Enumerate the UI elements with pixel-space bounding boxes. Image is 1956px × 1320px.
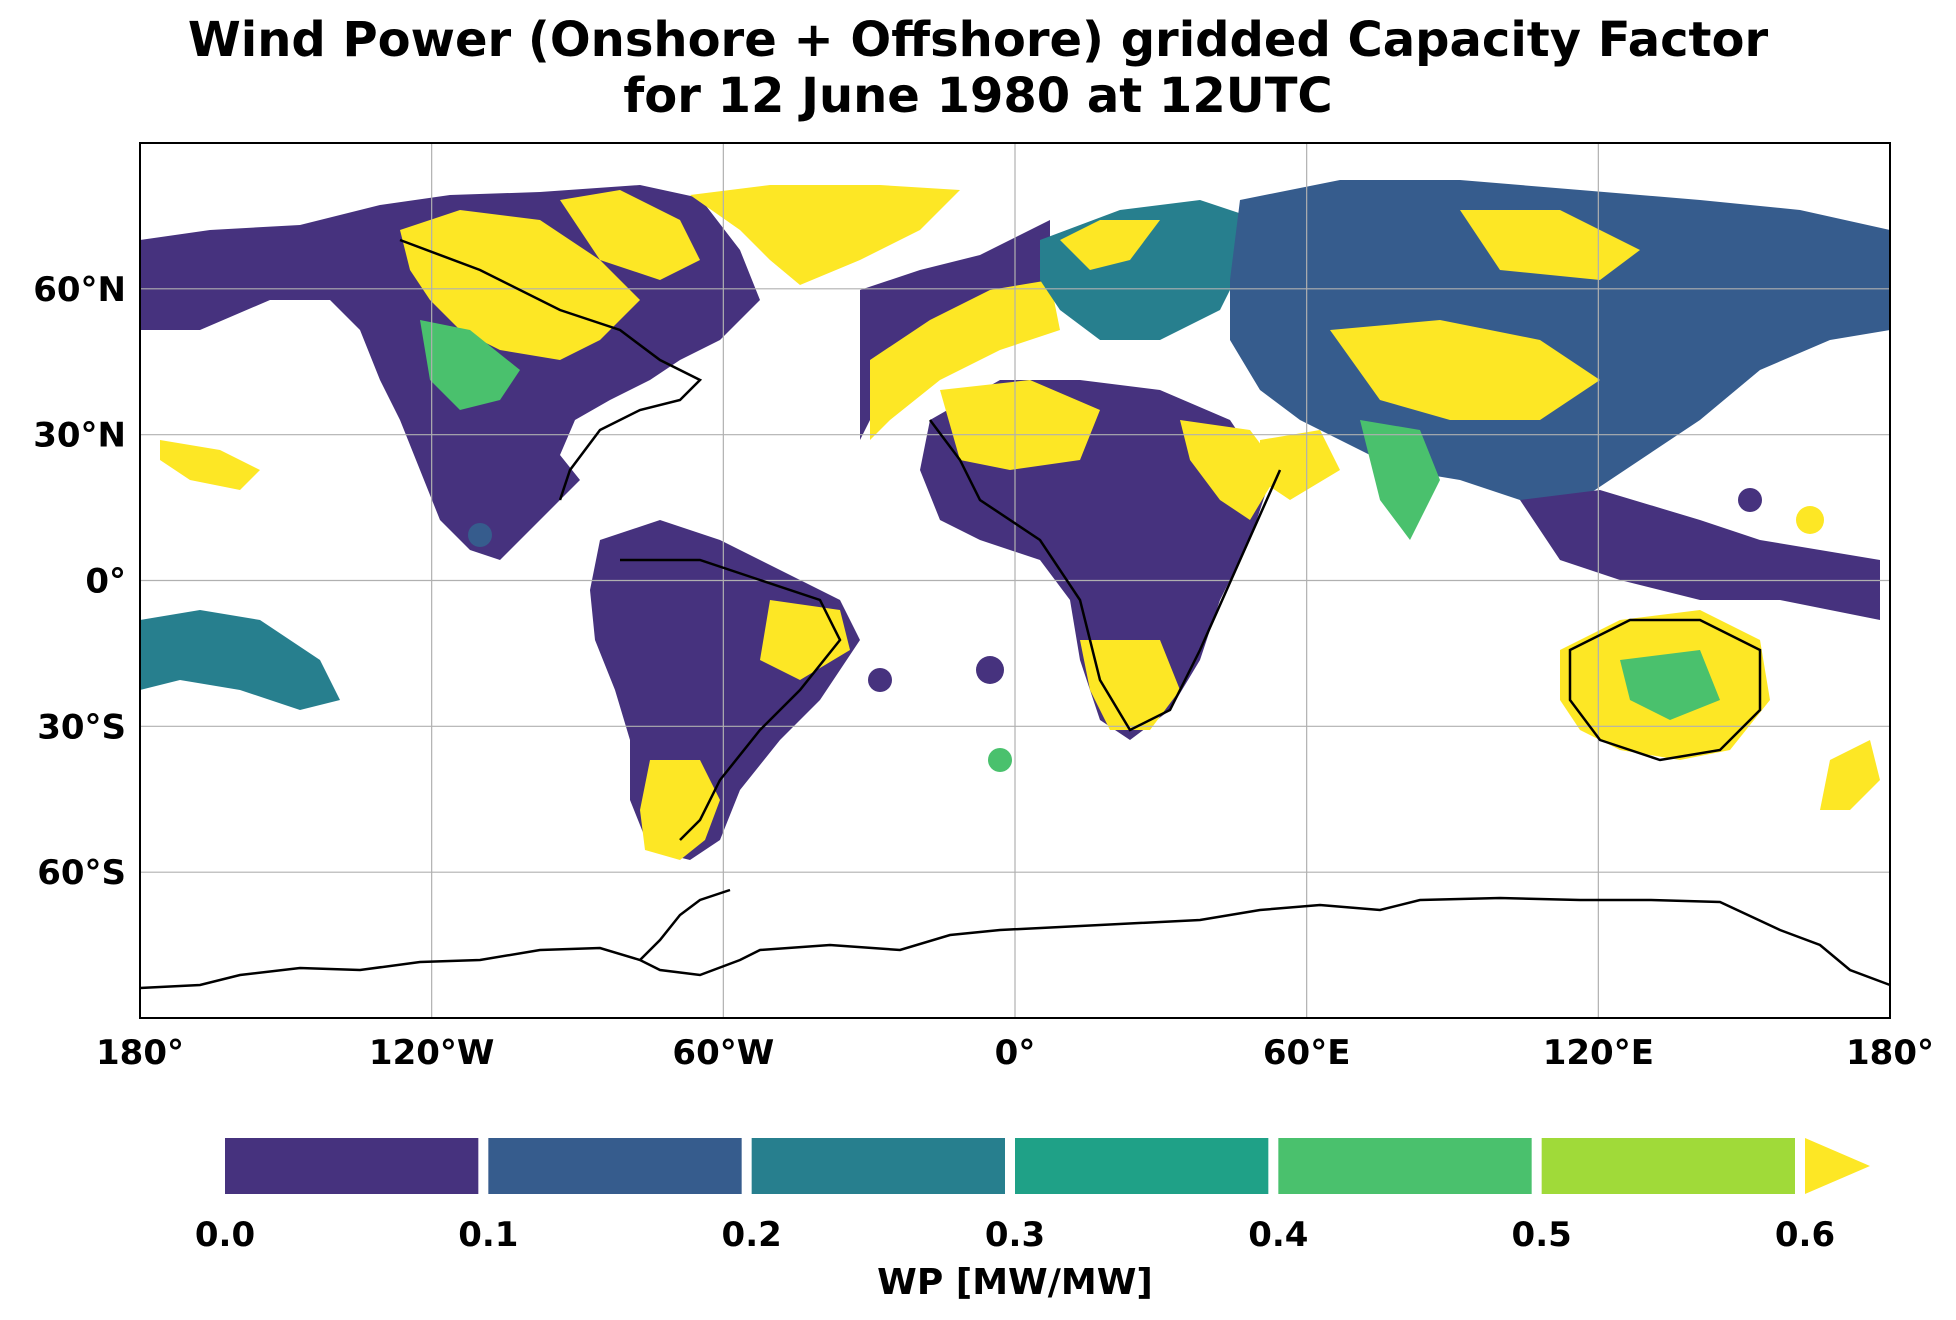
land-africa: [920, 380, 1270, 740]
lat-tick-label: 30°N: [33, 416, 126, 456]
map-frame: [139, 142, 1891, 1019]
colorbar: [225, 1138, 1870, 1194]
colorbar-label: WP [MW/MW]: [877, 1262, 1153, 1303]
coast-south-america: [620, 558, 842, 841]
colorbar-tick-label: 0.2: [722, 1215, 782, 1255]
colorbar-segment: [1278, 1138, 1532, 1194]
chart-title-line-2: for 12 June 1980 at 12UTC: [623, 68, 1333, 124]
land-hudson-yellow: [560, 190, 700, 280]
island-2: [976, 656, 1004, 684]
island-5: [1738, 488, 1762, 512]
island-1: [468, 523, 492, 547]
land-brazil-yellow: [760, 600, 850, 680]
colorbar-segment: [1015, 1138, 1269, 1194]
lon-tick-label: 120°E: [1543, 1033, 1654, 1073]
land-sahara-yellow: [940, 380, 1100, 470]
land-horn-yellow: [1180, 420, 1280, 520]
coast-antarctica: [139, 896, 1891, 990]
land-scandinavia-yellow: [1060, 220, 1160, 270]
land-siberia-yellow: [1460, 210, 1640, 280]
maritime-asia: [1520, 490, 1880, 620]
indian-ocean-yellow: [1260, 430, 1340, 500]
latitude-tick-labels: 60°N 30°N 0° 30°S 60°S: [33, 270, 126, 893]
capacity-factor-field: [140, 180, 1890, 860]
land-asia: [1230, 180, 1890, 500]
coast-australia: [1568, 618, 1762, 762]
coast-africa: [929, 419, 1282, 732]
lon-tick-label: 180°: [96, 1033, 184, 1073]
land-india-green: [1360, 420, 1440, 540]
lat-tick-label: 60°N: [33, 270, 126, 310]
atlantic-yellow: [870, 280, 1060, 440]
coastlines: [139, 238, 1891, 990]
land-greenland: [690, 185, 960, 285]
coast-antarctic-peninsula: [639, 888, 731, 961]
colorbar-tick-label: 0.3: [985, 1215, 1045, 1255]
pacific-north-yellow: [160, 440, 260, 490]
lon-tick-label: 120°W: [369, 1033, 494, 1073]
colorbar-tick-label: 0.4: [1248, 1215, 1308, 1255]
colorbar-tick-label: 0.5: [1512, 1215, 1572, 1255]
land-north-america-green: [420, 320, 520, 410]
longitude-tick-labels: 180° 120°W 60°W 0° 60°E 120°E 180°: [96, 1033, 1934, 1073]
lat-tick-label: 30°S: [37, 707, 126, 747]
land-asia-yellow: [1330, 320, 1600, 420]
land-southern-africa-yellow: [1080, 640, 1180, 730]
lon-tick-label: 0°: [995, 1033, 1036, 1073]
colorbar-tick-label: 0.1: [458, 1215, 518, 1255]
island-6: [1796, 506, 1824, 534]
lat-tick-label: 0°: [85, 562, 126, 602]
land-new-zealand: [1820, 740, 1880, 810]
colorbar-segment: [751, 1138, 1005, 1194]
lat-tick-label: 60°S: [37, 853, 126, 893]
land-patagonia-yellow: [640, 760, 720, 860]
land-north-america-yellow: [400, 210, 640, 360]
lon-tick-label: 60°W: [672, 1033, 774, 1073]
colorbar-segment: [488, 1138, 742, 1194]
island-3: [988, 748, 1012, 772]
island-4: [868, 668, 892, 692]
lon-tick-label: 180°: [1846, 1033, 1934, 1073]
colorbar-extend-arrow: [1805, 1138, 1870, 1194]
chart-title-line-1: Wind Power (Onshore + Offshore) gridded …: [187, 12, 1769, 68]
colorbar-tick-label: 0.0: [195, 1215, 255, 1255]
pacific-south: [140, 610, 340, 710]
colorbar-segment: [1541, 1138, 1795, 1194]
land-australia-green: [1620, 650, 1720, 720]
colorbar-segment: [225, 1138, 479, 1194]
colorbar-tick-labels: 0.0 0.1 0.2 0.3 0.4 0.5 0.6: [195, 1215, 1835, 1255]
coast-north-america: [399, 238, 703, 501]
colorbar-tick-label: 0.6: [1775, 1215, 1835, 1255]
lon-tick-label: 60°E: [1263, 1033, 1351, 1073]
graticule: [140, 143, 1890, 1018]
